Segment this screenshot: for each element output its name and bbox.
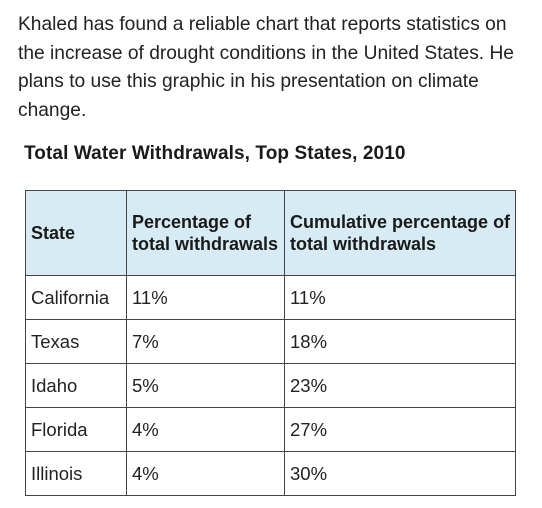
cell-percentage: 4% — [126, 407, 285, 452]
cell-cumulative: 11% — [284, 275, 516, 320]
cell-state: Texas — [25, 319, 127, 364]
table-row: California 11% 11% — [25, 275, 516, 320]
table-row: Florida 4% 27% — [25, 407, 516, 452]
cell-cumulative: 30% — [284, 451, 516, 496]
table-title: Total Water Withdrawals, Top States, 201… — [24, 143, 406, 164]
intro-paragraph: Khaled has found a reliable chart that r… — [18, 14, 514, 121]
cell-percentage: 11% — [126, 275, 285, 320]
cell-state: Idaho — [25, 363, 127, 408]
column-header-percentage: Percentage of total withdrawals — [126, 190, 285, 276]
cell-cumulative: 23% — [284, 363, 516, 408]
cell-state: Illinois — [25, 451, 127, 496]
cell-cumulative: 27% — [284, 407, 516, 452]
cell-percentage: 4% — [126, 451, 285, 496]
table-header-row: State Percentage of total withdrawals Cu… — [25, 190, 516, 276]
withdrawals-table: State Percentage of total withdrawals Cu… — [25, 190, 516, 496]
cell-state: California — [25, 275, 127, 320]
cell-cumulative: 18% — [284, 319, 516, 364]
table-row: Idaho 5% 23% — [25, 363, 516, 408]
table-row: Illinois 4% 30% — [25, 451, 516, 496]
column-header-cumulative: Cumulative percentage of total withdrawa… — [284, 190, 516, 276]
cell-state: Florida — [25, 407, 127, 452]
table-row: Texas 7% 18% — [25, 319, 516, 364]
column-header-state: State — [25, 190, 127, 276]
cell-percentage: 7% — [126, 319, 285, 364]
cell-percentage: 5% — [126, 363, 285, 408]
